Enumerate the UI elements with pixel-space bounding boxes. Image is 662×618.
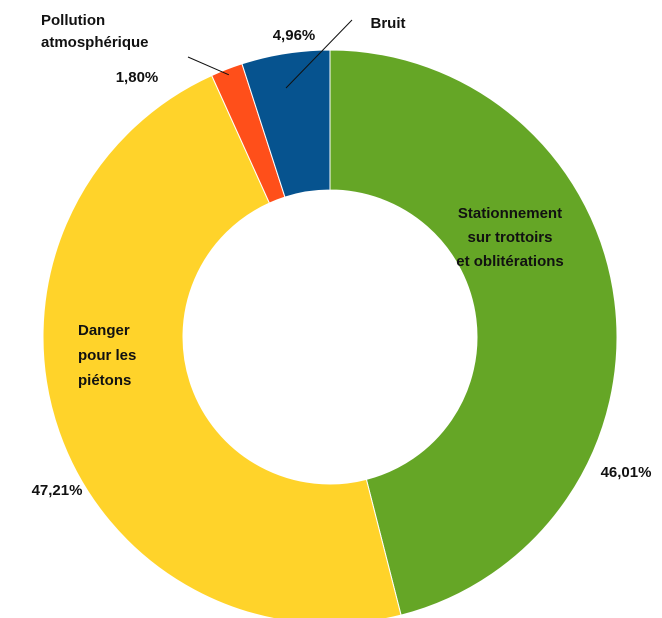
donut-slices xyxy=(42,49,618,618)
slice-stationnement-sur-trottoirs-et-obliterations xyxy=(329,49,618,616)
slice-labels: Stationnement sur trottoirs et oblitératio… xyxy=(32,12,652,499)
label-danger: Danger pour les piétons xyxy=(78,322,136,389)
leader-bruit xyxy=(285,19,353,89)
label-stationnement: Stationnement sur trottoirs et oblitératio… xyxy=(456,205,564,270)
value-pollution: 1,80% xyxy=(116,69,159,86)
value-danger: 47,21% xyxy=(32,482,83,499)
label-bruit: Bruit xyxy=(371,15,406,32)
value-stationnement: 46,01% xyxy=(601,464,652,481)
leader-lines xyxy=(187,19,353,89)
label-pollution: Pollution atmosphérique xyxy=(41,12,149,51)
slice-bruit xyxy=(241,49,331,198)
value-bruit: 4,96% xyxy=(273,27,316,44)
leader-pollution xyxy=(187,56,230,76)
slice-danger-pour-les-pietons xyxy=(42,74,402,618)
